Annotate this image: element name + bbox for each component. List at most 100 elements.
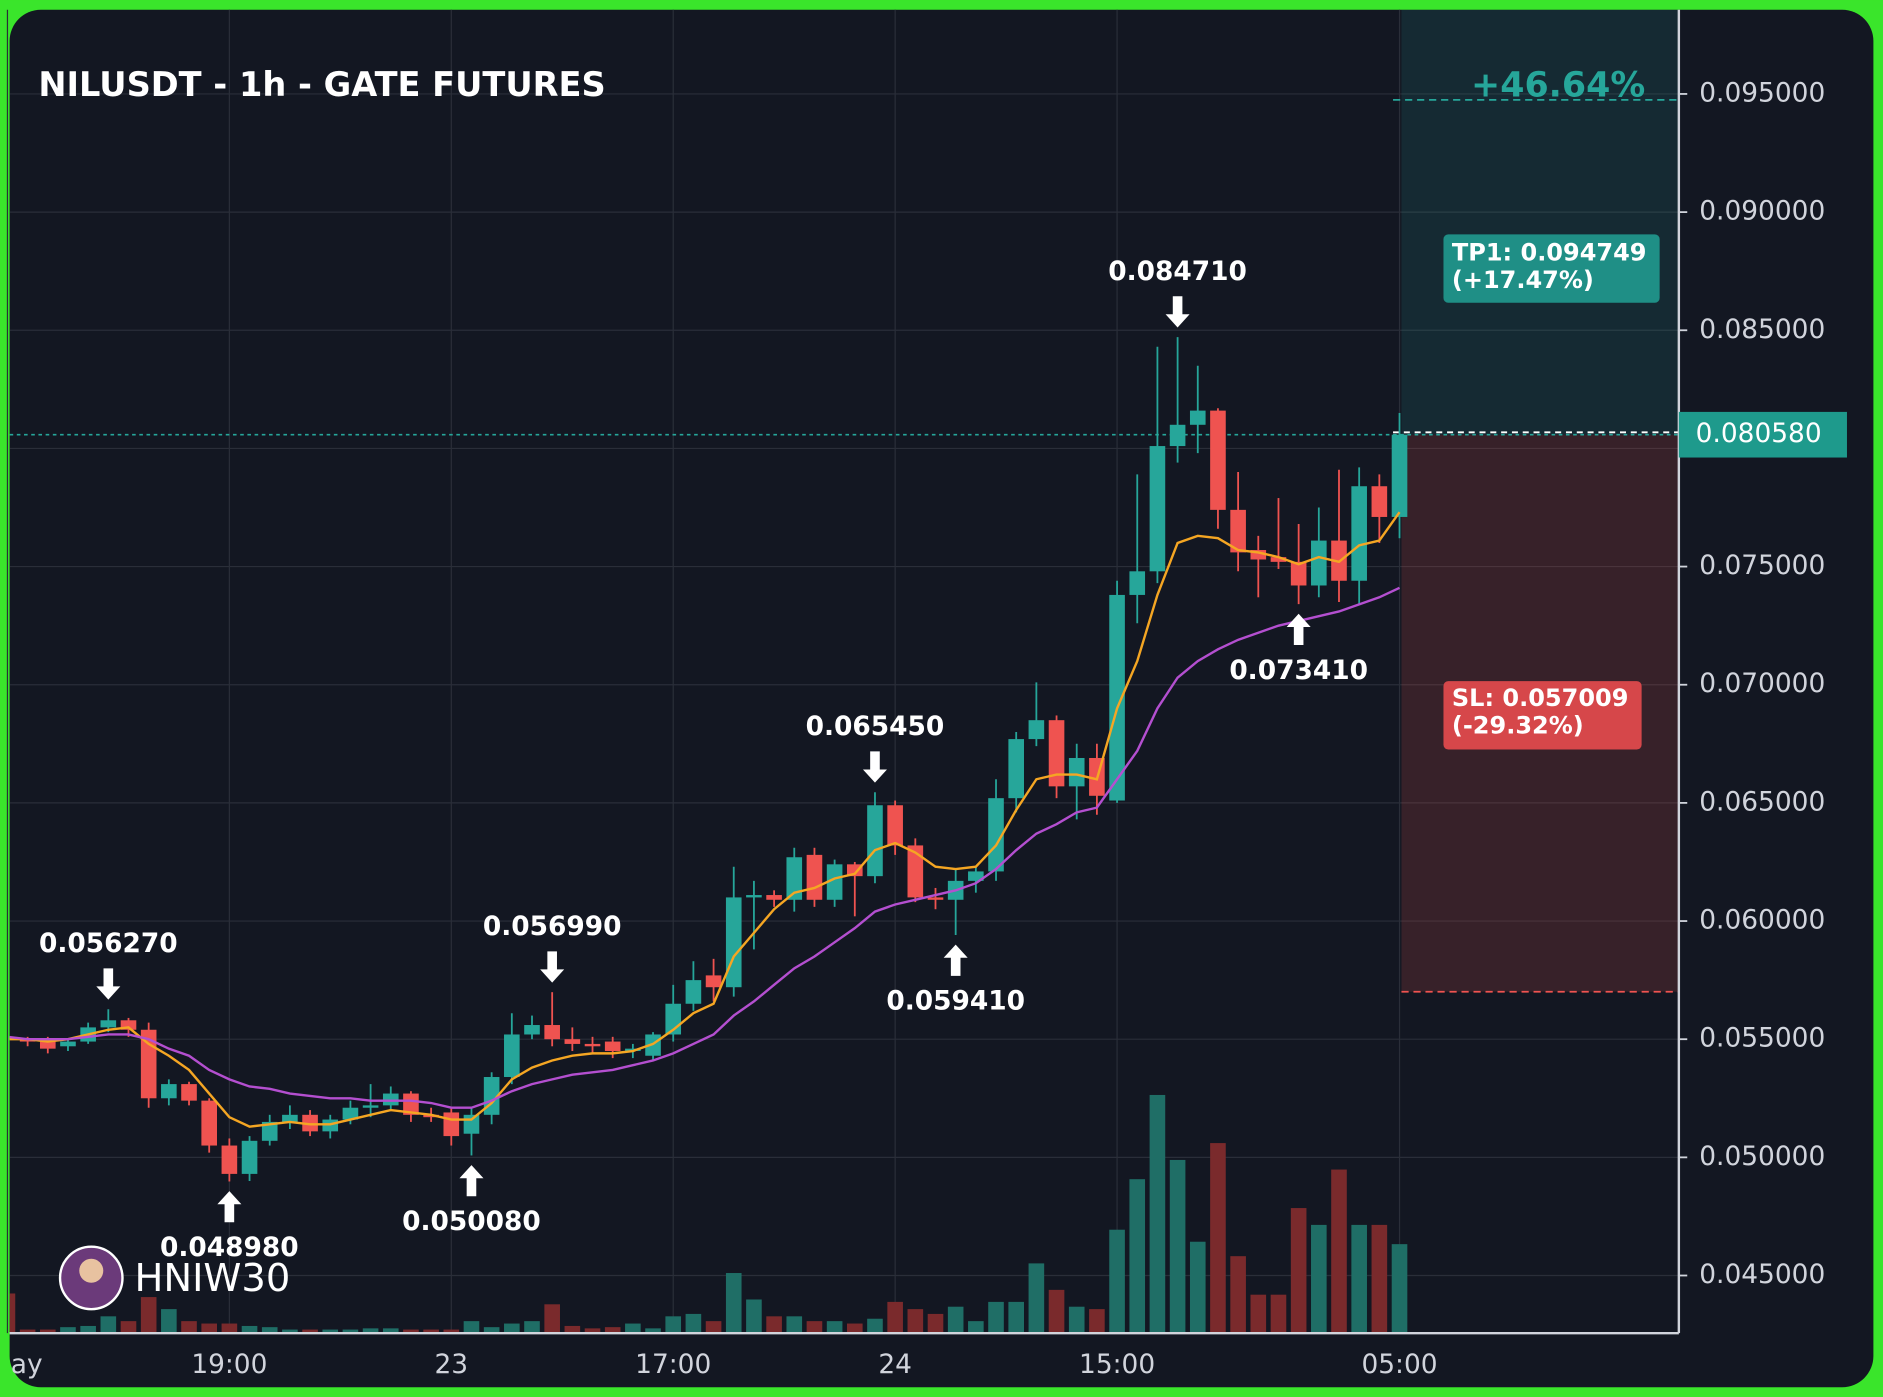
candle-body — [1189, 410, 1206, 425]
volume-bar — [322, 1329, 339, 1334]
candle-body — [161, 1084, 177, 1099]
volume-bar — [1230, 1256, 1246, 1334]
volume-bar — [443, 1329, 460, 1334]
last-price-label: 0.080580 — [1696, 418, 1822, 449]
candle-body — [201, 1100, 218, 1146]
volume-bar — [766, 1316, 782, 1334]
volume-bar — [564, 1325, 581, 1334]
volume-bar — [1048, 1289, 1065, 1334]
volume-bar — [201, 1323, 218, 1334]
volume-bar — [685, 1313, 702, 1334]
volume-bar — [725, 1273, 742, 1334]
candle-body — [1169, 424, 1186, 447]
candle-body — [604, 1041, 621, 1052]
volume-bar — [927, 1313, 944, 1334]
candle-body — [443, 1112, 460, 1137]
candle-body — [362, 1105, 379, 1108]
candle-body — [968, 871, 984, 881]
annotation-arrow — [96, 968, 121, 1000]
candle-body — [1290, 561, 1307, 586]
candle-body — [1311, 540, 1327, 586]
volume-bar — [161, 1309, 177, 1334]
candle-body — [584, 1043, 601, 1047]
candle-body — [100, 1020, 117, 1028]
volume-bar — [1270, 1294, 1287, 1334]
candle-body — [463, 1114, 480, 1134]
candle-body — [705, 975, 722, 988]
annotation-arrow — [540, 951, 565, 983]
annotation-arrow — [1286, 613, 1311, 645]
y-tick-label: 0.065000 — [1699, 786, 1825, 817]
candle-body — [181, 1084, 197, 1101]
volume-bar — [342, 1329, 359, 1334]
volume-bar — [705, 1321, 722, 1334]
annotation-label: 0.048980 — [160, 1232, 299, 1263]
annotation-label: 0.059410 — [886, 986, 1025, 1017]
y-tick-label: 0.090000 — [1699, 196, 1825, 227]
volume-bar — [1028, 1263, 1045, 1334]
candle-body — [1210, 410, 1226, 510]
volume-bar — [968, 1321, 984, 1334]
candle-body — [887, 805, 903, 846]
candle-body — [1270, 557, 1287, 562]
tp-box — [1443, 234, 1660, 303]
candle-body — [39, 1039, 56, 1049]
volume-bar — [1210, 1143, 1226, 1334]
candle-body — [1149, 446, 1166, 572]
volume-bar — [60, 1327, 76, 1334]
candle-body — [1391, 434, 1408, 517]
profit-zone — [1401, 9, 1679, 435]
candle-body — [1109, 594, 1125, 801]
volume-bar — [665, 1316, 682, 1334]
x-tick-label: ay — [11, 1349, 43, 1380]
x-tick-label: 05:00 — [1361, 1349, 1437, 1380]
candle-body — [241, 1140, 258, 1174]
tp-change: (+17.47%) — [1452, 266, 1594, 294]
y-tick-label: 0.060000 — [1699, 905, 1825, 936]
volume-bar — [625, 1323, 641, 1334]
volume-bar — [806, 1321, 823, 1334]
volume-bar — [947, 1306, 964, 1334]
volume-bar — [1250, 1294, 1267, 1334]
candle-body — [1230, 509, 1246, 553]
candle-body — [282, 1114, 298, 1122]
chart-title: NILUSDT - 1h - GATE FUTURES — [38, 65, 605, 104]
volume-bar — [483, 1327, 500, 1334]
candle-body — [907, 845, 924, 898]
annotation-arrow — [217, 1191, 242, 1223]
volume-bar — [1149, 1094, 1166, 1334]
x-tick-label: 23 — [434, 1349, 468, 1380]
volume-bar — [826, 1321, 843, 1334]
watermark: HNIW30 — [135, 1256, 291, 1301]
volume-bar — [403, 1329, 419, 1334]
volume-bar — [1089, 1309, 1105, 1334]
y-tick-label: 0.055000 — [1699, 1023, 1825, 1054]
volume-bar — [1311, 1224, 1327, 1334]
candle-body — [1068, 757, 1085, 787]
volume-bar — [120, 1321, 137, 1334]
volume-bar — [302, 1329, 318, 1334]
candle-body — [725, 897, 742, 988]
volume-bar — [604, 1327, 621, 1334]
volume-bar — [1169, 1159, 1186, 1334]
volume-bar — [1331, 1169, 1347, 1334]
volume-bar — [988, 1301, 1004, 1334]
annotation-arrow — [1165, 296, 1190, 328]
volume-bar — [39, 1329, 56, 1334]
volume-bar — [282, 1329, 298, 1334]
volume-bar — [261, 1327, 278, 1334]
annotation-label: 0.065450 — [806, 711, 945, 742]
volume-bar — [100, 1316, 117, 1334]
volume-bar — [1008, 1301, 1025, 1334]
volume-bar — [544, 1304, 560, 1334]
annotation-arrow — [862, 751, 887, 783]
y-tick-label: 0.085000 — [1699, 314, 1825, 345]
volume-bar — [221, 1323, 238, 1334]
volume-bar — [1391, 1244, 1408, 1334]
candle-body — [1351, 486, 1367, 581]
candle-body — [826, 864, 843, 900]
volume-bar — [9, 1293, 16, 1334]
candle-body — [988, 798, 1004, 872]
annotation-arrow — [943, 944, 968, 976]
